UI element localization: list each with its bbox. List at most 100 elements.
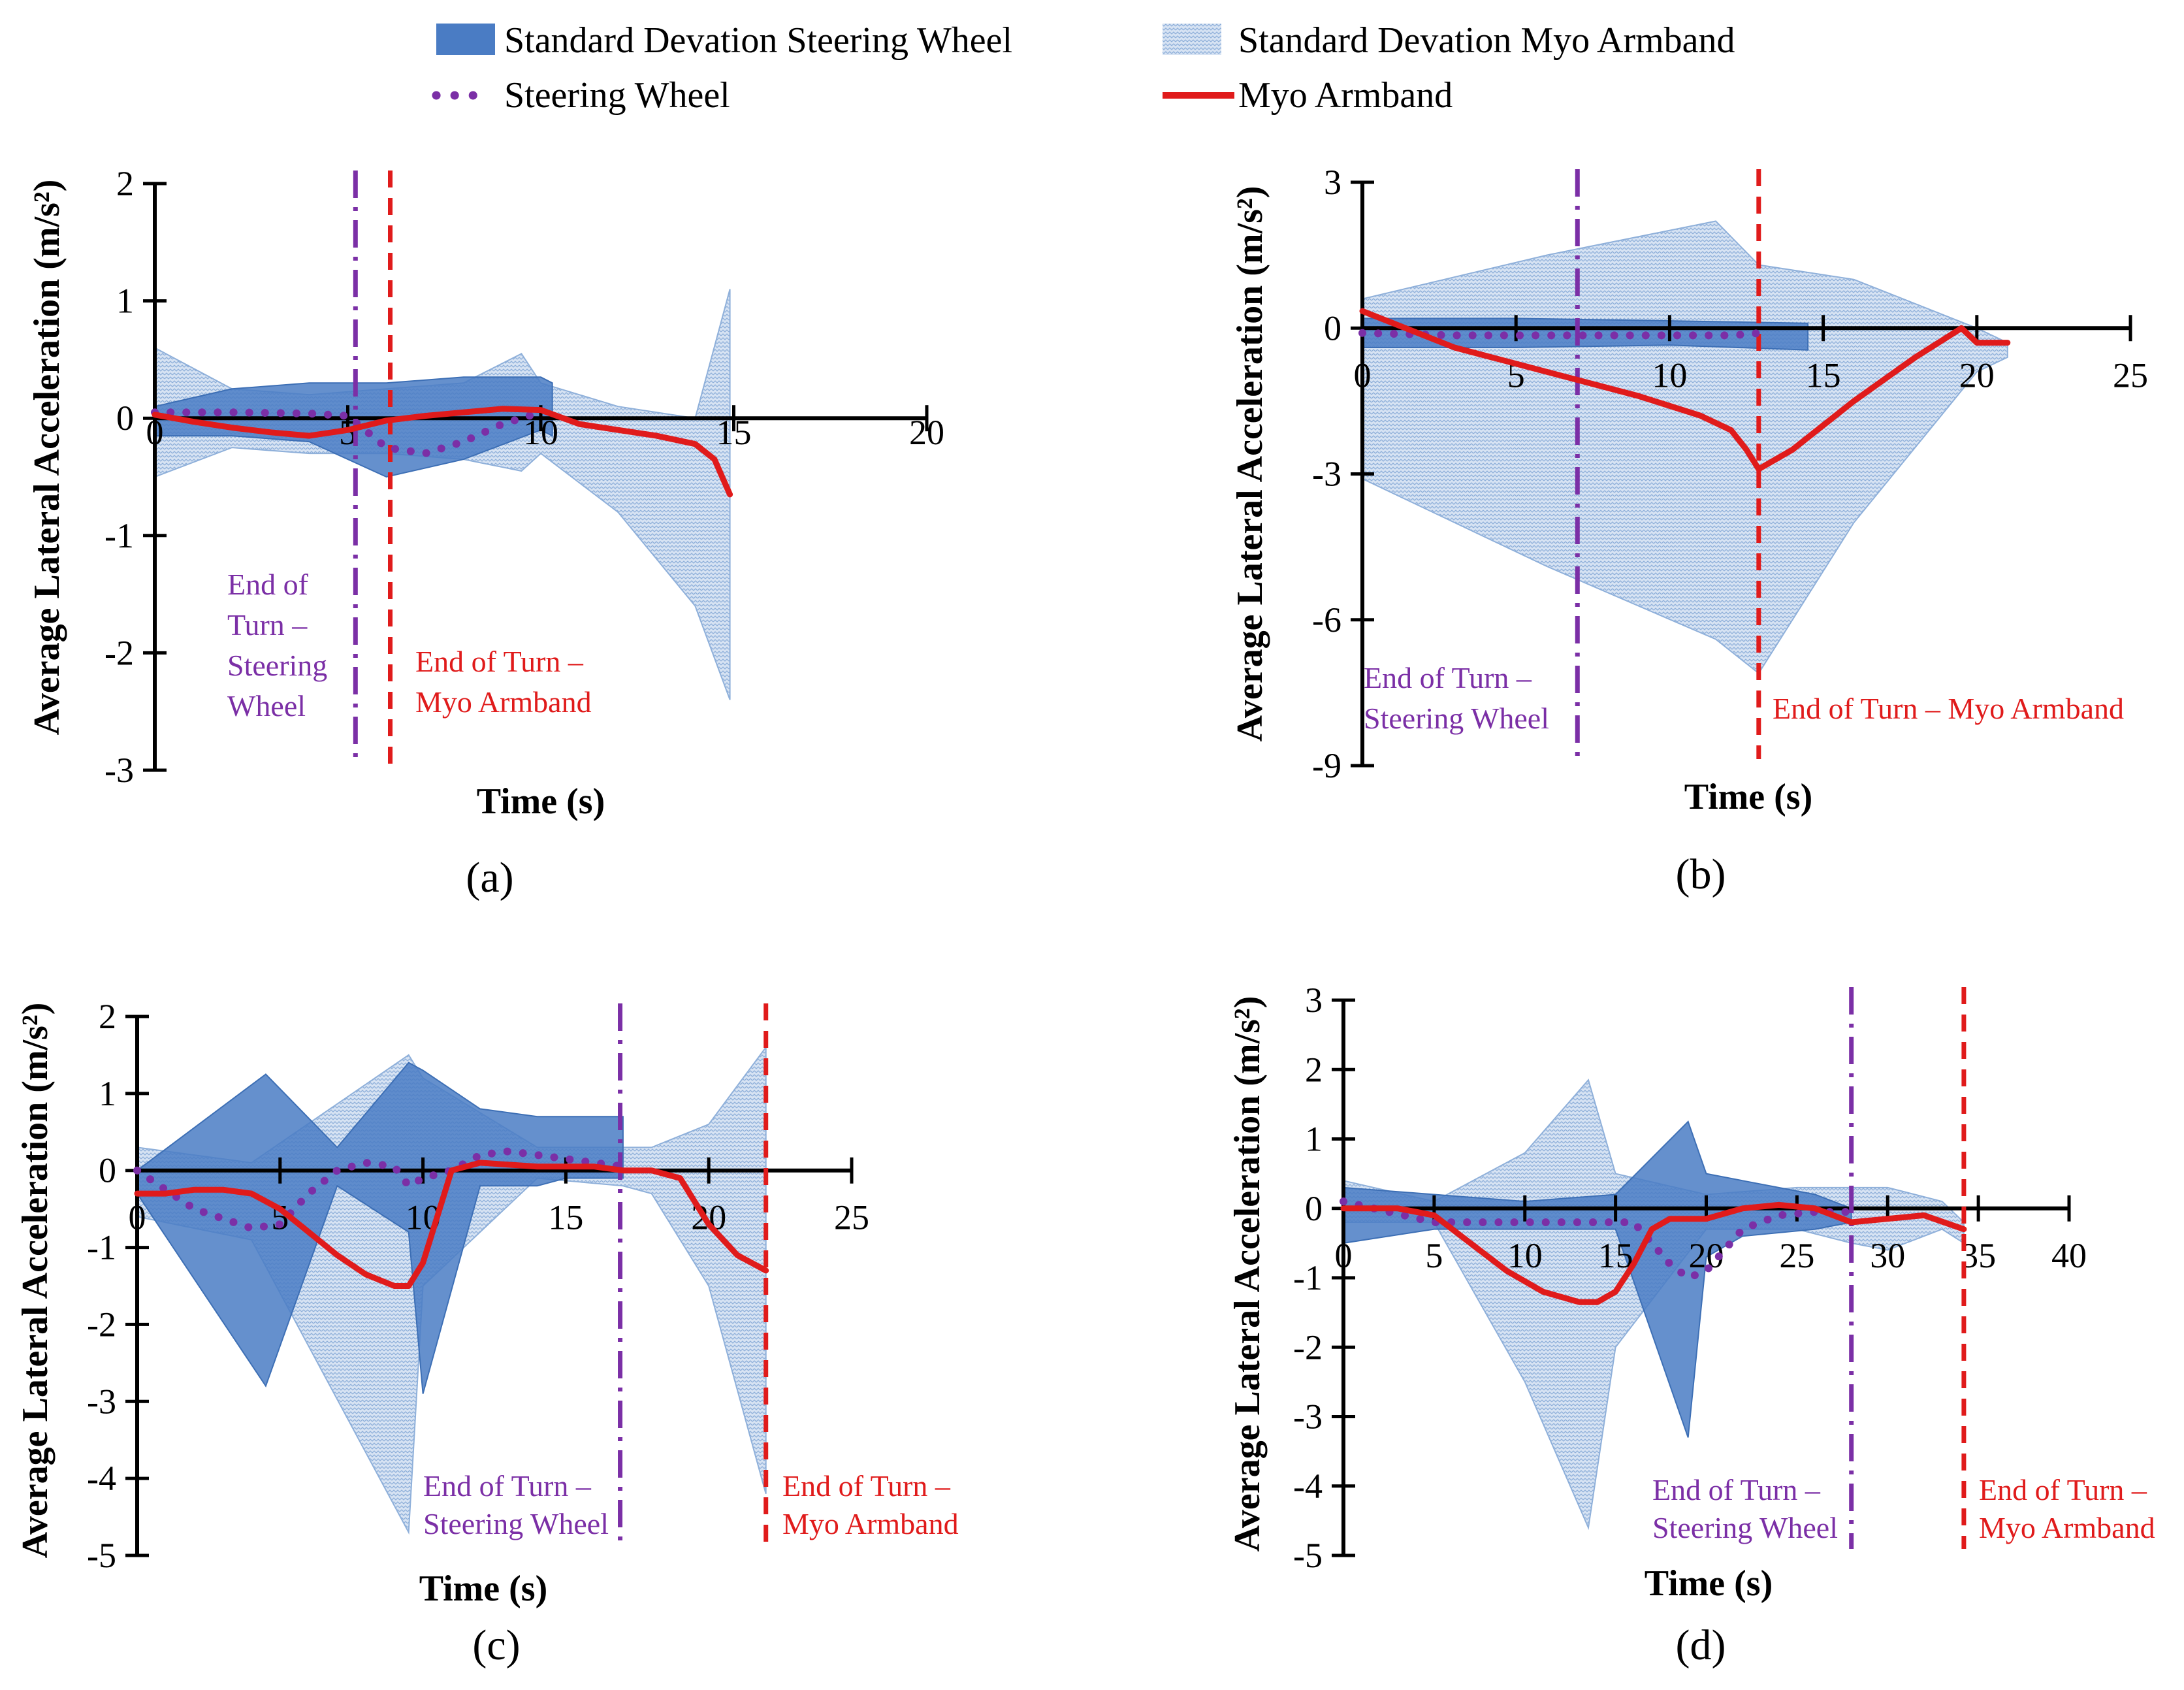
y-tick-label: 1 — [99, 1074, 116, 1113]
legend-label-sd-steering: Standard Devation Steering Wheel — [504, 20, 1012, 61]
marker-annotation-steering: Wheel — [227, 689, 306, 723]
y-tick-label: -4 — [1293, 1467, 1323, 1506]
y-tick-label: -3 — [1293, 1397, 1323, 1437]
panel-label: (d) — [1676, 1621, 1726, 1669]
marker-annotation-steering: Steering — [227, 649, 327, 682]
legend-item-sd-myo: Standard Devation Myo Armband — [1163, 20, 1735, 61]
marker-annotation-myo: End of Turn – — [1979, 1473, 2147, 1506]
y-tick-label: 3 — [1305, 981, 1323, 1020]
y-tick-label: 1 — [116, 282, 134, 321]
x-tick-label: 15 — [716, 413, 752, 452]
legend-label-myo: Myo Armband — [1238, 75, 1453, 116]
x-tick-label: 25 — [1779, 1236, 1814, 1275]
x-axis-title: Time (s) — [1645, 1563, 1773, 1604]
y-tick-label: -2 — [87, 1305, 116, 1344]
y-tick-label: 0 — [1324, 308, 1341, 348]
series-line-steering-b — [1358, 329, 1766, 340]
x-tick-label: 10 — [1507, 1236, 1543, 1275]
x-tick-label: 0 — [146, 413, 164, 452]
x-tick-label: 15 — [548, 1198, 583, 1237]
marker-annotation-steering: End of — [227, 568, 309, 601]
x-tick-label: 0 — [129, 1198, 146, 1237]
y-tick-label: -1 — [1293, 1258, 1323, 1297]
marker-annotation-myo: Myo Armband — [415, 685, 592, 719]
y-tick-label: -3 — [104, 751, 134, 790]
y-tick-label: 2 — [116, 164, 134, 203]
y-tick-label: 0 — [99, 1151, 116, 1190]
marker-annotation-steering: Steering Wheel — [423, 1507, 609, 1540]
marker-annotation-steering: Steering Wheel — [1364, 702, 1549, 735]
legend: Standard Devation Steering Wheel Standar… — [432, 20, 1735, 116]
marker-annotation-myo: Myo Armband — [1979, 1511, 2155, 1544]
y-axis-title: Average Lateral Acceleration (m/s²) — [1227, 996, 1268, 1552]
marker-annotation-steering: End of Turn – — [423, 1469, 592, 1503]
series-line-myo-d — [1340, 1201, 1967, 1305]
series-line-myo-b — [1359, 308, 2011, 472]
panel-label: (c) — [472, 1621, 520, 1669]
x-tick-label: 5 — [1425, 1236, 1443, 1275]
panel-label: (b) — [1676, 851, 1726, 898]
band-sd-myo-b — [1362, 220, 2008, 675]
y-tick-label: -2 — [104, 633, 134, 672]
marker-annotation-steering: End of Turn – — [1364, 661, 1532, 694]
y-axis-title: Average Lateral Acceleration (m/s²) — [27, 180, 67, 736]
x-tick-label: 40 — [2051, 1236, 2087, 1275]
x-axis-title: Time (s) — [419, 1568, 548, 1609]
y-tick-label: 3 — [1324, 163, 1341, 202]
y-tick-label: -3 — [87, 1382, 116, 1421]
x-tick-label: 30 — [1870, 1236, 1905, 1275]
y-tick-label: -5 — [87, 1536, 116, 1575]
x-tick-label: 35 — [1961, 1236, 1996, 1275]
y-tick-label: -2 — [1293, 1327, 1323, 1367]
legend-item-myo: Myo Armband — [1163, 75, 1453, 116]
y-tick-label: -9 — [1312, 746, 1341, 785]
x-tick-label: 0 — [1335, 1236, 1353, 1275]
legend-label-steering: Steering Wheel — [504, 75, 730, 116]
x-axis-title: Time (s) — [477, 781, 605, 822]
series-line-myo-a — [152, 406, 733, 498]
y-tick-label: 2 — [1305, 1050, 1323, 1089]
y-axis-title: Average Lateral Acceleration (m/s²) — [1230, 186, 1270, 742]
marker-annotation-myo: End of Turn – — [782, 1469, 951, 1503]
y-tick-label: -3 — [1312, 455, 1341, 494]
x-tick-label: 15 — [1806, 355, 1841, 395]
x-tick-label: 0 — [1354, 355, 1372, 395]
series-line-steering-d — [1340, 1197, 1855, 1282]
marker-annotation-steering: Turn – — [227, 608, 308, 642]
y-tick-label: -1 — [104, 516, 134, 555]
x-tick-label: 25 — [834, 1198, 869, 1237]
panel-label: (a) — [466, 854, 513, 902]
y-tick-label: -5 — [1293, 1536, 1323, 1575]
band-sd-steering-c — [136, 1062, 624, 1394]
y-tick-label: -6 — [1312, 600, 1341, 640]
y-tick-label: -1 — [87, 1228, 116, 1267]
marker-annotation-myo: End of Turn – Myo Armband — [1773, 692, 2124, 725]
series-line-steering-a — [151, 408, 545, 458]
x-tick-label: 25 — [2113, 355, 2148, 395]
y-tick-label: -4 — [87, 1459, 116, 1498]
x-tick-label: 20 — [909, 413, 944, 452]
series-line-myo-c — [134, 1160, 769, 1289]
y-tick-label: 0 — [1305, 1189, 1323, 1228]
legend-label-sd-myo: Standard Devation Myo Armband — [1238, 20, 1735, 61]
y-tick-label: 0 — [116, 398, 134, 438]
legend-item-steering: Steering Wheel — [432, 75, 730, 116]
x-axis-title: Time (s) — [1684, 777, 1813, 817]
marker-annotation-myo: End of Turn – — [415, 645, 584, 678]
y-tick-label: 1 — [1305, 1120, 1323, 1159]
x-tick-label: 10 — [1652, 355, 1687, 395]
y-tick-label: 2 — [99, 997, 116, 1036]
x-tick-label: 20 — [1959, 355, 1995, 395]
marker-annotation-steering: Steering Wheel — [1652, 1511, 1838, 1544]
marker-annotation-myo: Myo Armband — [782, 1507, 959, 1540]
y-axis-title: Average Lateral Acceleration (m/s²) — [15, 1003, 56, 1559]
legend-swatch-sd-steering — [436, 24, 495, 55]
legend-item-sd-steering: Standard Devation Steering Wheel — [436, 20, 1012, 61]
legend-swatch-sd-myo — [1163, 24, 1221, 55]
